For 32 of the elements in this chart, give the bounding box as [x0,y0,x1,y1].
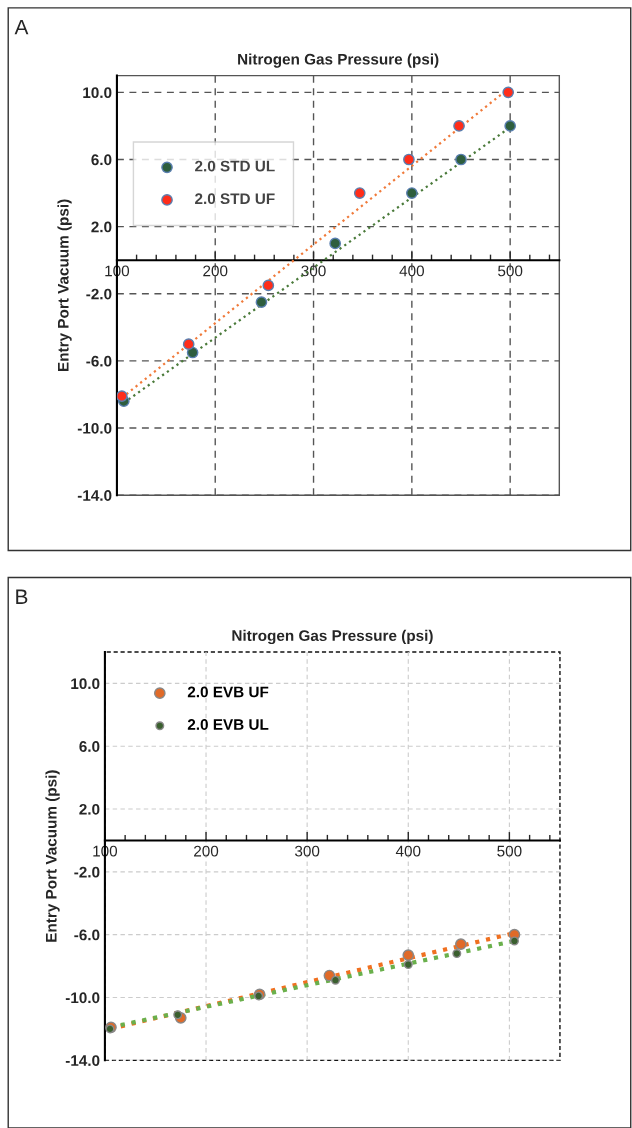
y-tick-label: -6.0 [74,929,100,941]
legend-label: 2.0 STD UL [195,160,275,172]
y-tick-label: -14.0 [77,490,112,501]
y-tick-label: 2.0 [91,221,112,233]
legend-label: 2.0 STD UF [195,193,275,205]
x-tick-label: 300 [301,265,326,277]
x-axis-title: Nitrogen Gas Pressure (psi) [238,53,439,68]
y-tick-label: 6.0 [91,154,112,166]
x-tick-label: 500 [498,265,523,277]
x-axis-title: Nitrogen Gas Pressure (psi) [232,629,433,645]
x-tick-label: 300 [294,845,320,857]
x-tick-label: 500 [497,845,522,857]
y-tick-label: -14.0 [65,1055,100,1067]
y-tick-label: 6.0 [79,741,100,752]
y-tick-label: -2.0 [86,288,112,300]
x-tick-label: 400 [399,265,424,277]
y-axis-title: Entry Port Vacuum (psi) [45,770,60,942]
x-tick-label: 400 [395,845,421,857]
y-axis-title: Entry Port Vacuum (psi) [57,199,72,371]
y-tick-label: 10.0 [71,678,100,690]
text: A [14,19,29,35]
y-tick-label: -10.0 [77,422,112,434]
y-tick-label: -6.0 [86,355,112,367]
y-tick-label: 2.0 [79,803,100,815]
text: B [16,589,28,604]
legend-label: 2.0 EVB UL [187,719,269,730]
legend-label: 2.0 EVB UF [187,686,269,698]
x-tick-label: 200 [194,845,219,857]
x-tick-label: 200 [203,265,228,277]
y-tick-label: -2.0 [74,866,100,878]
y-tick-label: -10.0 [65,992,100,1004]
y-tick-label: 10.0 [83,87,112,99]
